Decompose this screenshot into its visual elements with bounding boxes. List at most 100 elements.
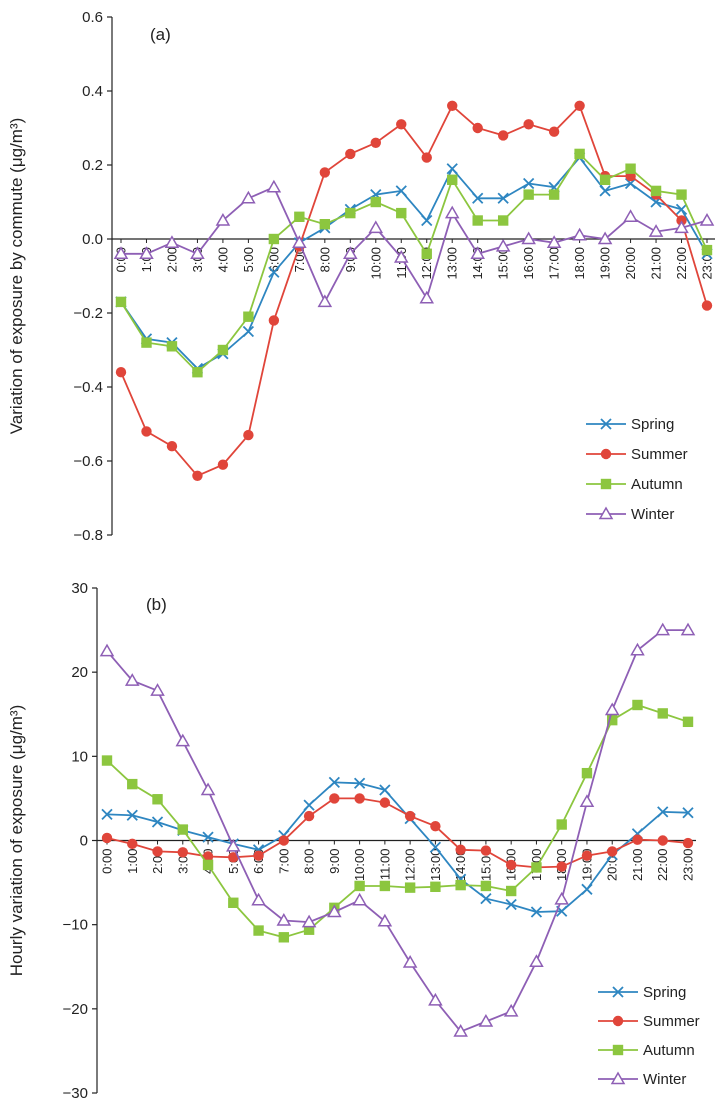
legend-label-winter: Winter xyxy=(631,506,674,523)
data-point-winter xyxy=(674,220,689,234)
data-point-winter xyxy=(175,733,191,747)
data-point-autumn xyxy=(152,794,163,805)
data-point-winter xyxy=(623,209,638,223)
data-point-spring xyxy=(268,266,280,278)
data-point-winter xyxy=(139,246,154,260)
data-point-autumn xyxy=(447,174,458,185)
data-point-autumn xyxy=(531,862,542,873)
series-line-summer xyxy=(120,104,708,477)
data-point-summer xyxy=(404,810,416,822)
data-point-summer xyxy=(548,126,560,137)
y-tick-label: −0.4 xyxy=(73,379,103,396)
x-tick-label: 17:00 xyxy=(547,247,562,280)
data-point-summer xyxy=(278,835,290,846)
data-point-autumn xyxy=(319,219,331,230)
data-point-summer xyxy=(574,100,585,112)
data-point-summer xyxy=(228,852,239,863)
data-point-autumn xyxy=(379,880,391,892)
data-point-autumn xyxy=(404,882,416,893)
data-point-winter xyxy=(226,838,241,852)
data-point-autumn xyxy=(676,189,687,200)
x-tick-label: 13:00 xyxy=(428,849,443,882)
data-point-winter xyxy=(529,954,544,967)
data-point-winter xyxy=(377,913,393,927)
panel-b: 3020100−10−20−300:001:002:003:004:005:00… xyxy=(7,580,700,1102)
x-tick-label: 21:00 xyxy=(630,849,645,882)
legend: Spring Summer Autumn Winter xyxy=(586,416,688,523)
y-axis-title: Hourly variation of exposure (μg/m³) xyxy=(7,705,26,977)
data-point-winter xyxy=(241,190,256,204)
y-tick-label: −0.2 xyxy=(73,305,103,322)
data-point-winter xyxy=(200,782,216,796)
legend-label-autumn: Autumn xyxy=(643,1042,695,1059)
data-point-spring xyxy=(101,808,113,821)
data-point-winter xyxy=(521,231,536,245)
data-point-autumn xyxy=(303,924,315,935)
x-tick-label: 13:00 xyxy=(445,247,460,280)
y-tick-label: −0.6 xyxy=(73,453,103,470)
x-tick-label: 20:00 xyxy=(605,849,620,882)
data-point-summer xyxy=(480,845,492,856)
legend-marker-summer xyxy=(600,448,612,460)
series-line-winter xyxy=(121,186,708,304)
data-point-spring xyxy=(395,185,407,197)
data-point-summer xyxy=(447,100,458,112)
legend-label-summer: Summer xyxy=(631,446,688,463)
data-point-summer xyxy=(115,367,127,378)
data-point-summer xyxy=(354,793,365,804)
data-point-autumn xyxy=(497,215,509,226)
data-point-winter xyxy=(215,212,231,226)
data-point-autumn xyxy=(421,248,432,259)
data-point-winter xyxy=(428,992,443,1006)
x-tick-label: 19:00 xyxy=(598,247,613,280)
x-tick-label: 7:00 xyxy=(276,849,291,874)
data-point-spring xyxy=(126,809,138,821)
data-point-spring xyxy=(242,325,255,338)
y-tick-label: 0.2 xyxy=(82,157,103,174)
y-tick-label: −10 xyxy=(63,917,88,934)
data-point-spring xyxy=(505,898,517,911)
data-point-autumn xyxy=(228,897,239,908)
data-point-spring xyxy=(202,831,214,843)
data-point-spring xyxy=(446,163,458,175)
data-point-summer xyxy=(152,846,163,857)
data-point-winter xyxy=(579,794,595,808)
data-point-autumn xyxy=(632,699,643,711)
x-tick-label: 4:00 xyxy=(215,247,230,272)
y-tick-label: 30 xyxy=(71,580,88,597)
y-tick-label: 0.0 xyxy=(82,231,103,248)
data-point-summer xyxy=(505,859,517,871)
legend-label-spring: Spring xyxy=(643,984,686,1001)
data-point-winter xyxy=(597,231,613,245)
data-point-autumn xyxy=(396,207,407,219)
data-point-autumn xyxy=(177,824,188,835)
y-tick-label: −20 xyxy=(63,1001,88,1018)
data-point-autumn xyxy=(607,714,618,726)
data-point-autumn xyxy=(268,233,280,245)
data-point-summer xyxy=(166,441,178,452)
x-tick-label: 22:00 xyxy=(655,849,670,882)
data-point-autumn xyxy=(599,174,611,185)
data-point-autumn xyxy=(278,932,290,943)
data-point-winter xyxy=(317,294,333,308)
data-point-autumn xyxy=(505,885,517,897)
data-point-winter xyxy=(276,912,292,926)
legend-label-summer: Summer xyxy=(643,1013,700,1030)
data-point-autumn xyxy=(202,859,214,871)
x-tick-label: 20:00 xyxy=(623,247,638,280)
data-point-autumn xyxy=(192,367,203,378)
y-tick-label: −30 xyxy=(63,1085,88,1102)
x-tick-label: 21:00 xyxy=(649,247,664,280)
panel-a: 0.60.40.20.0−0.2−0.4−0.6−0.80:00 1:00 2:00… xyxy=(7,9,715,544)
data-point-summer xyxy=(253,850,264,861)
legend-label-winter: Winter xyxy=(643,1071,686,1088)
data-point-summer xyxy=(581,850,593,861)
y-tick-label: 0.4 xyxy=(82,83,103,100)
data-point-summer xyxy=(682,837,694,849)
data-point-summer xyxy=(396,119,407,130)
data-point-summer xyxy=(455,844,466,855)
data-point-winter xyxy=(546,235,562,248)
data-point-summer xyxy=(217,459,229,470)
data-point-winter xyxy=(444,205,460,219)
